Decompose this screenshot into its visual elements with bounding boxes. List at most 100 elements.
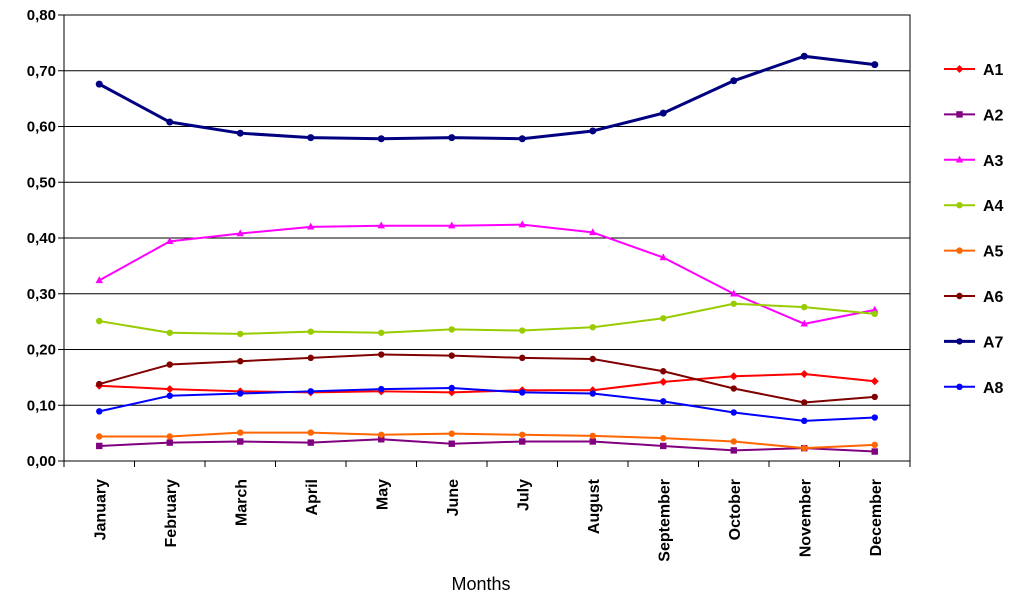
series-a6: [96, 351, 878, 406]
data-point: [166, 361, 173, 368]
data-point: [378, 385, 385, 393]
data-point: [730, 409, 737, 416]
data-point: [448, 352, 455, 359]
data-point: [237, 438, 244, 445]
legend-item-a2: A2: [944, 107, 1004, 124]
data-point: [448, 221, 456, 229]
y-axis-tick-labels: 0,00 0,10 0,20 0,30 0,40 0,50 0,60 0,70 0,80: [27, 7, 56, 470]
data-point: [166, 329, 173, 336]
data-point: [871, 310, 878, 318]
data-point: [871, 441, 878, 449]
legend-label: A8: [983, 380, 1004, 397]
x-tick-label: January: [92, 479, 109, 540]
data-point: [589, 432, 596, 440]
data-point: [870, 377, 879, 386]
x-axis-tick-labels: January February March April May June July Augu…: [92, 478, 885, 561]
legend-label: A3: [983, 153, 1004, 170]
series-a4: [96, 300, 878, 338]
series-a2: [96, 436, 878, 455]
data-point: [378, 436, 385, 443]
x-axis-title: Months: [451, 574, 510, 594]
series-line: [99, 302, 875, 335]
data-point: [955, 155, 964, 163]
data-point: [589, 127, 597, 135]
data-point: [236, 129, 244, 137]
data-point: [237, 330, 244, 338]
legend-item-a7: A7: [944, 334, 1004, 351]
series-line: [98, 54, 875, 141]
legend-label: A2: [983, 107, 1004, 124]
data-point: [659, 109, 667, 117]
legend-label: A6: [983, 289, 1004, 306]
x-tick-label: June: [445, 479, 462, 516]
y-tick-label: 0,80: [27, 7, 56, 24]
series-line: [99, 431, 875, 450]
data-point: [871, 305, 879, 313]
x-tick-label: October: [727, 479, 744, 540]
data-point: [730, 438, 737, 445]
data-point: [448, 430, 455, 437]
data-point: [660, 398, 667, 405]
series-a3: [95, 220, 879, 327]
data-point: [237, 429, 244, 436]
data-point: [166, 237, 174, 245]
data-point: [166, 118, 174, 126]
legend-item-a4: A4: [944, 198, 1004, 215]
data-point: [589, 438, 596, 445]
data-point: [96, 317, 103, 325]
y-tick-label: 0,50: [27, 174, 56, 191]
data-point: [871, 414, 878, 421]
data-point: [801, 303, 808, 311]
data-point: [166, 439, 173, 446]
data-point: [956, 292, 963, 300]
legend-label: A1: [983, 62, 1004, 79]
x-tick-label: February: [163, 479, 180, 548]
data-point: [519, 431, 526, 438]
data-point: [307, 429, 314, 436]
data-point: [871, 61, 879, 69]
y-tick-label: 0,60: [27, 119, 56, 136]
x-tick-label: August: [586, 478, 603, 534]
legend-label: A4: [983, 198, 1004, 215]
legend-item-a6: A6: [944, 289, 1004, 306]
data-point: [236, 229, 244, 237]
data-point: [307, 388, 314, 395]
data-point: [801, 417, 808, 425]
data-point: [955, 65, 964, 73]
data-point: [96, 442, 103, 450]
data-point: [307, 354, 314, 362]
legend-item-a3: A3: [944, 153, 1004, 170]
series-a5: [96, 429, 878, 452]
y-tick-label: 0,30: [27, 286, 56, 303]
x-tick-label: April: [304, 479, 321, 515]
data-point: [307, 439, 314, 446]
gridlines: [64, 14, 910, 406]
series-line: [98, 223, 875, 325]
data-point: [96, 408, 103, 415]
data-point: [96, 433, 103, 440]
data-point: [660, 442, 667, 450]
legend-item-a5: A5: [944, 244, 1004, 261]
data-point: [956, 247, 963, 254]
data-point: [378, 351, 385, 358]
data-point: [871, 393, 878, 401]
data-point: [956, 111, 963, 118]
data-point: [660, 434, 667, 442]
data-point: [519, 354, 526, 362]
x-tick-label: December: [868, 479, 885, 556]
data-point: [448, 326, 455, 333]
data-point: [659, 253, 667, 261]
legend: A1 A2 A3 A4 A5 A6 A7 A8: [944, 62, 1004, 397]
data-point: [377, 135, 385, 143]
data-point: [659, 377, 668, 386]
data-point: [377, 221, 385, 229]
data-point: [800, 370, 809, 379]
y-tick-label: 0,40: [27, 230, 56, 247]
x-tick-label: September: [656, 479, 673, 562]
data-point: [730, 289, 738, 297]
data-point: [166, 433, 173, 440]
y-tick-label: 0,10: [27, 397, 56, 414]
data-point: [800, 319, 808, 327]
series-a7: [95, 52, 879, 143]
x-tick-label: July: [515, 479, 532, 511]
